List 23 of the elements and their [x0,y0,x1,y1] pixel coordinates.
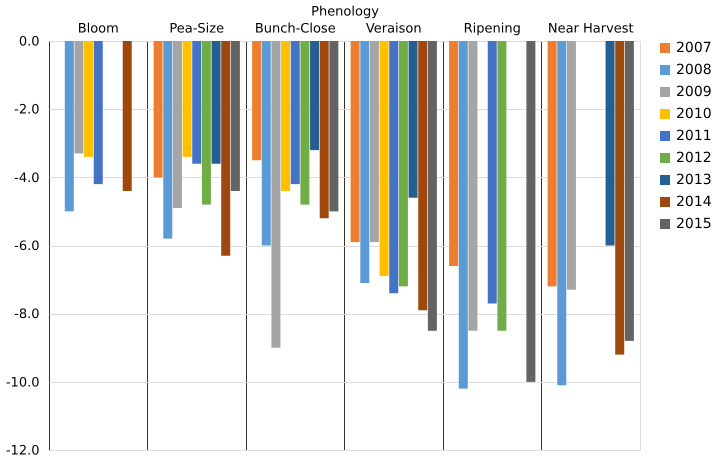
y-tick-label: 0.0 [18,34,40,50]
x-tick-label: Bunch-Close [254,22,336,36]
legend-label: 2012 [676,150,712,166]
x-tick-label: Pea-Size [169,22,224,36]
x-axis-title: Phenology [311,4,380,20]
legend-label: 2015 [676,216,712,232]
x-tick-label: Ripening [464,22,521,36]
y-tick-label: -12.0 [6,444,40,458]
legend-label: 2014 [676,194,712,210]
x-tick-label: Bloom [78,22,119,36]
legend-label: 2008 [676,62,712,78]
y-tick-label: -2.0 [14,102,40,118]
x-tick-label: Veraison [366,22,422,36]
legend-label: 2011 [676,128,712,144]
y-tick-label: -10.0 [6,375,40,390]
x-tick-label: Near Harvest [548,22,634,36]
y-tick-label: -6.0 [14,239,40,254]
y-tick-label: -4.0 [14,170,40,186]
y-tick-label: -8.0 [14,307,40,322]
legend-label: 2010 [676,106,712,122]
legend-label: 2013 [676,172,712,188]
legend-label: 2009 [676,84,712,100]
legend-label: 2007 [676,40,712,56]
